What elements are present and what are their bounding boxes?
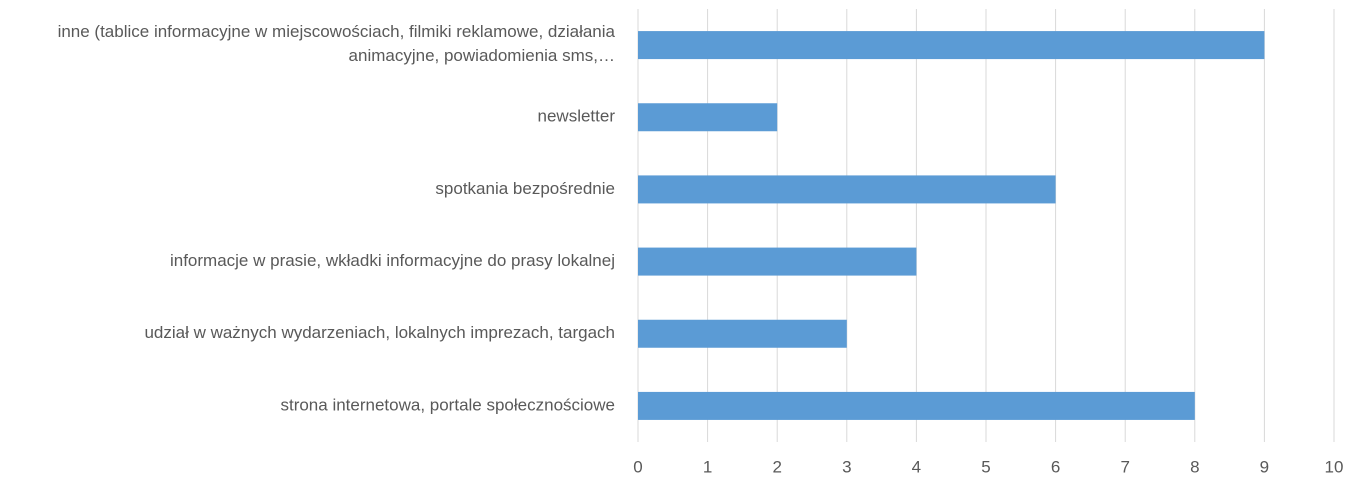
x-tick-label: 8	[1190, 457, 1199, 476]
y-tick-label: newsletter	[538, 107, 616, 126]
y-tick-label: udział w ważnych wydarzeniach, lokalnych…	[144, 323, 615, 342]
x-tick-label: 1	[703, 457, 712, 476]
bar	[638, 103, 778, 132]
x-tick-label: 0	[633, 457, 642, 476]
bar	[638, 319, 847, 348]
x-tick-label: 10	[1325, 457, 1344, 476]
bar	[638, 391, 1195, 420]
x-tick-label: 7	[1120, 457, 1129, 476]
y-tick-label: informacje w prasie, wkładki informacyjn…	[170, 251, 615, 270]
x-tick-label: 2	[772, 457, 781, 476]
y-tick-label: inne (tablice informacyjne w miejscowośc…	[58, 23, 616, 66]
x-tick-label: 6	[1051, 457, 1060, 476]
x-tick-label: 3	[842, 457, 851, 476]
x-tick-label: 5	[981, 457, 990, 476]
x-tick-label: 9	[1260, 457, 1269, 476]
x-tick-label: 4	[912, 457, 921, 476]
y-tick-label: strona internetowa, portale społeczności…	[280, 395, 615, 414]
bar	[638, 175, 1056, 204]
bar	[638, 247, 917, 276]
bar	[638, 31, 1265, 60]
y-tick-label: spotkania bezpośrednie	[435, 179, 615, 198]
